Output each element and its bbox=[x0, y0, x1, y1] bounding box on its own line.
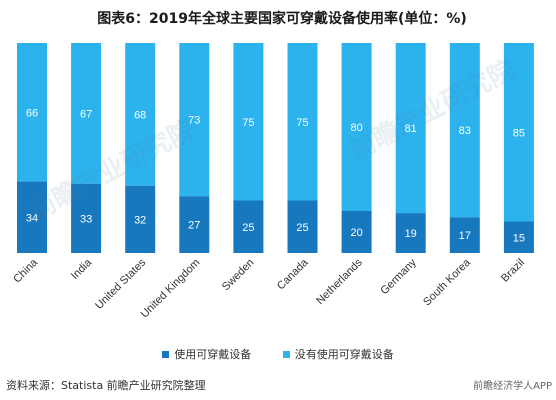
x-tick-label: Brazil bbox=[499, 257, 527, 285]
data-label-used: 19 bbox=[405, 228, 417, 240]
x-tick-label: Germany bbox=[378, 256, 419, 297]
data-label-not-used: 75 bbox=[296, 117, 308, 129]
x-tick-label: South Korea bbox=[421, 256, 473, 308]
bar-used-sweden bbox=[233, 200, 264, 253]
bar-not-used-germany bbox=[395, 43, 426, 214]
data-label-not-used: 75 bbox=[242, 117, 254, 129]
data-label-not-used: 80 bbox=[350, 122, 362, 134]
bar-used-germany bbox=[395, 213, 426, 253]
data-label-not-used: 68 bbox=[134, 109, 146, 121]
data-label-not-used: 83 bbox=[459, 125, 471, 137]
bar-not-used-united-kingdom bbox=[179, 43, 210, 197]
data-label-used: 32 bbox=[134, 214, 146, 226]
bar-not-used-united-states bbox=[125, 43, 156, 186]
data-label-used: 34 bbox=[26, 212, 38, 224]
bar-used-canada bbox=[287, 200, 318, 253]
x-tick-label: United States bbox=[93, 256, 149, 312]
brand-label: 前瞻经济学人APP bbox=[473, 381, 552, 392]
bar-not-used-south-korea bbox=[449, 43, 480, 218]
bar-used-brazil bbox=[503, 221, 534, 253]
data-label-used: 25 bbox=[242, 222, 254, 234]
source-note: 资料来源：Statista 前瞻产业研究院整理 bbox=[6, 379, 206, 392]
legend-item-used: 使用可穿戴设备 bbox=[162, 346, 251, 362]
data-label-used: 25 bbox=[296, 222, 308, 234]
x-tick-label: Canada bbox=[275, 256, 311, 292]
bar-not-used-china bbox=[17, 43, 47, 182]
legend-item-not-used: 没有使用可穿戴设备 bbox=[282, 346, 394, 362]
data-label-not-used: 73 bbox=[188, 115, 200, 127]
data-label-not-used: 67 bbox=[80, 108, 92, 120]
bar-used-united-kingdom bbox=[179, 196, 210, 253]
data-label-used: 33 bbox=[80, 213, 92, 225]
legend: 使用可穿戴设备 没有使用可穿戴设备 bbox=[0, 346, 556, 362]
data-label-not-used: 66 bbox=[26, 107, 38, 119]
bar-used-china bbox=[17, 181, 47, 253]
x-tick-label: China bbox=[11, 256, 40, 285]
data-label-used: 27 bbox=[188, 220, 200, 232]
data-label-used: 15 bbox=[513, 232, 525, 244]
bar-used-united-states bbox=[125, 185, 156, 253]
bar-not-used-canada bbox=[287, 43, 318, 201]
x-tick-label: Sweden bbox=[220, 257, 257, 294]
bar-not-used-india bbox=[71, 43, 102, 184]
bars-group: 66 34 67 33 68 32 73 27 75 25 75 25 80 20 81 19 83 17 85 15 bbox=[17, 43, 534, 253]
x-tick-label: Netherlands bbox=[314, 256, 365, 307]
bar-not-used-netherlands bbox=[341, 43, 372, 211]
legend-label-not-used: 没有使用可穿戴设备 bbox=[294, 348, 394, 361]
bar-not-used-sweden bbox=[233, 43, 264, 201]
data-label-not-used: 81 bbox=[405, 123, 417, 135]
chart-title: 图表6：2019年全球主要国家可穿戴设备使用率(单位：%) bbox=[97, 11, 467, 27]
data-label-used: 17 bbox=[459, 230, 471, 242]
bar-used-netherlands bbox=[341, 211, 372, 253]
bar-not-used-brazil bbox=[503, 43, 534, 222]
legend-label-used: 使用可穿戴设备 bbox=[174, 348, 252, 361]
x-tick-label: United Kingdom bbox=[139, 257, 203, 321]
bar-used-india bbox=[71, 183, 102, 253]
legend-swatch-not-used bbox=[282, 350, 290, 358]
data-label-not-used: 85 bbox=[513, 127, 525, 139]
bar-used-south-korea bbox=[449, 217, 480, 253]
x-tick-label: India bbox=[69, 256, 95, 282]
data-label-used: 20 bbox=[350, 227, 362, 239]
legend-swatch-used bbox=[162, 350, 170, 358]
